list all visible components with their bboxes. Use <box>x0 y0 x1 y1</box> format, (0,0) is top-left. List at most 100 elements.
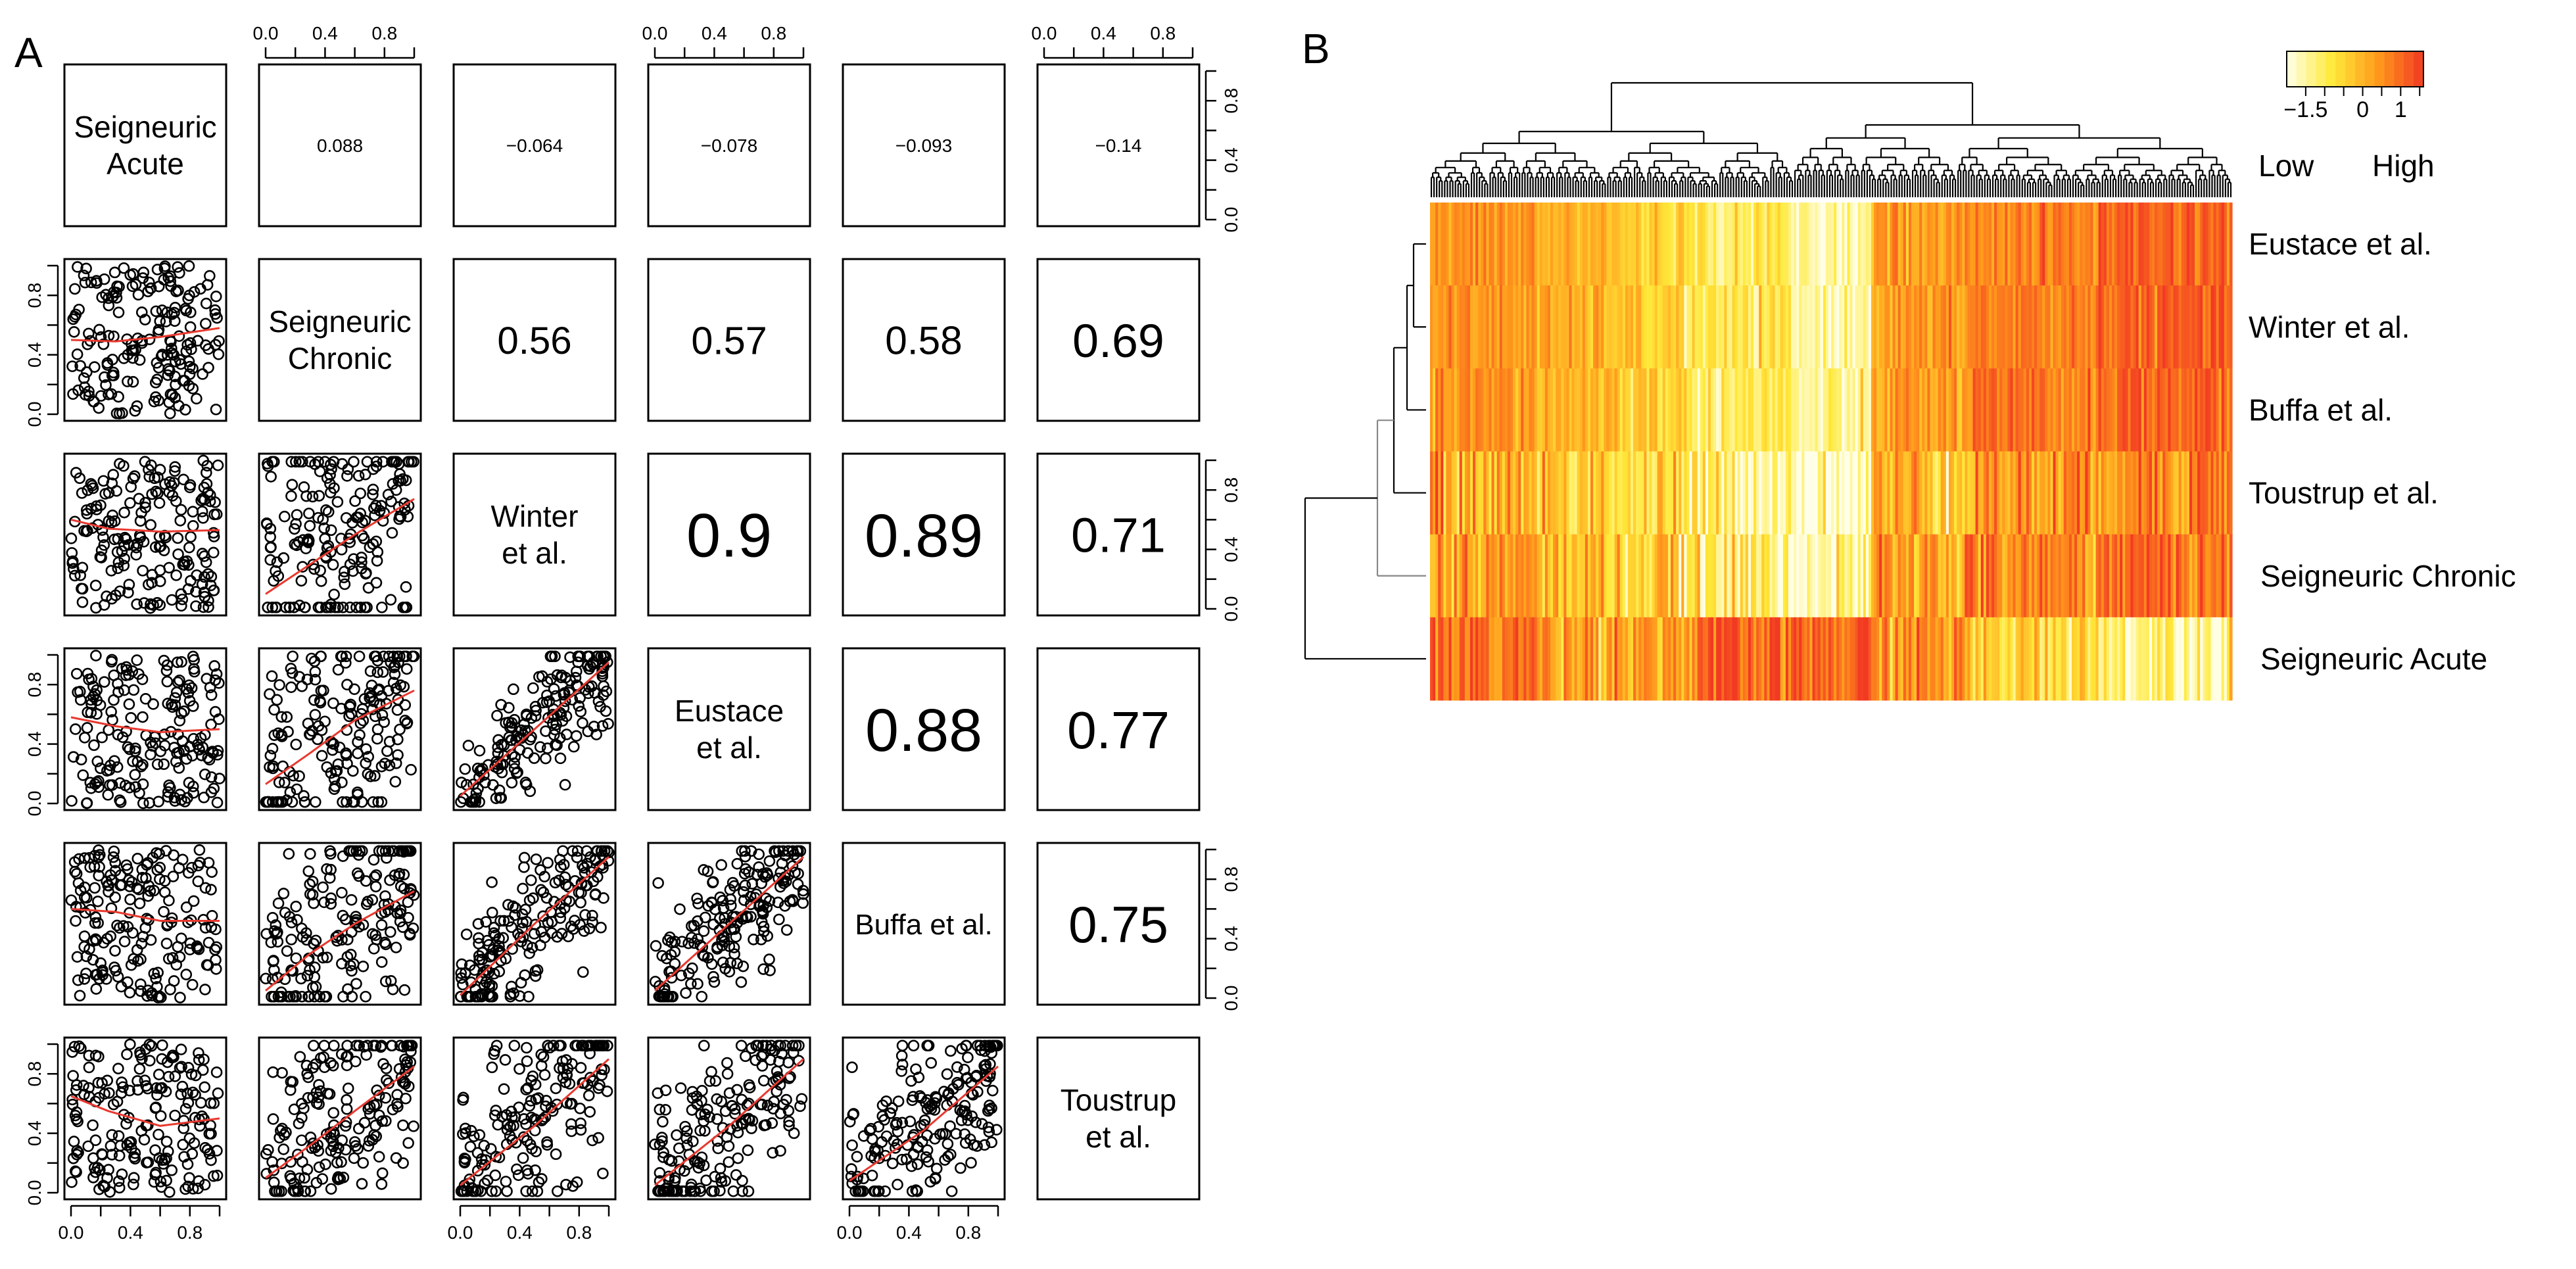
data-point <box>213 335 225 347</box>
data-point <box>70 1113 83 1126</box>
data-point <box>209 706 222 718</box>
data-point <box>178 1151 190 1163</box>
heatmap-cell <box>1665 368 1669 452</box>
data-point <box>73 1040 85 1053</box>
heatmap-cell <box>1938 203 1942 286</box>
column-dendrogram <box>1430 82 2232 197</box>
heatmap-cell <box>1887 285 1891 369</box>
heatmap-cell <box>1646 285 1650 369</box>
heatmap-cell <box>1596 368 1599 452</box>
heatmap-cell <box>1646 203 1650 286</box>
data-point <box>546 717 559 729</box>
data-point <box>93 869 105 882</box>
heatmap-cell <box>1563 368 1567 452</box>
data-point <box>205 884 217 896</box>
heatmap-cell <box>2143 203 2147 286</box>
data-point <box>550 690 562 702</box>
data-point <box>68 325 80 338</box>
data-point <box>122 375 133 387</box>
data-point <box>116 545 128 558</box>
heatmap-cell <box>1740 368 1744 452</box>
heatmap-cell <box>1930 368 1934 452</box>
heatmap-cell <box>1697 368 1701 452</box>
heatmap-cell <box>1544 203 1548 286</box>
data-point <box>548 703 560 715</box>
heatmap-cell <box>1954 285 1957 369</box>
data-point <box>288 601 300 613</box>
heatmap-cell <box>1587 285 1591 369</box>
data-point <box>756 1060 769 1072</box>
heatmap-cell <box>1561 285 1564 369</box>
heatmap-cell <box>1775 285 1778 369</box>
heatmap-cell <box>1507 368 1511 452</box>
data-point <box>74 472 86 485</box>
data-point <box>568 740 580 753</box>
data-point <box>202 752 214 764</box>
data-point <box>654 1185 666 1197</box>
data-point <box>325 524 337 537</box>
data-point <box>708 1185 720 1197</box>
heatmap-cell <box>1988 285 1992 369</box>
data-point <box>707 970 719 983</box>
data-point <box>76 596 89 608</box>
heatmap-cell <box>2229 203 2233 286</box>
data-point <box>569 875 581 887</box>
tick-label: 0.0 <box>642 23 668 43</box>
heatmap-cell <box>2192 203 2195 286</box>
data-point <box>147 740 158 752</box>
heatmap-cell <box>1636 368 1639 452</box>
data-point <box>264 750 277 761</box>
heatmap-cell <box>2165 368 2168 452</box>
heatmap-cell <box>1619 451 1623 535</box>
data-point <box>911 1185 923 1197</box>
heatmap-cell <box>2143 285 2147 369</box>
data-point <box>686 932 698 944</box>
data-point <box>209 674 222 686</box>
heatmap-cell <box>1456 285 1460 369</box>
data-point <box>69 723 82 735</box>
heatmap-cell <box>1475 368 1479 452</box>
data-point <box>565 1118 577 1130</box>
fit-line <box>70 327 220 343</box>
heatmap-cell <box>1791 368 1794 452</box>
heatmap-cell <box>2093 368 2097 452</box>
data-point <box>400 663 413 675</box>
data-point <box>541 676 554 688</box>
data-point <box>290 517 302 530</box>
data-point <box>746 878 758 890</box>
data-point <box>486 907 498 919</box>
data-point <box>503 716 515 729</box>
heatmap-cell <box>1855 368 1859 452</box>
data-point <box>144 885 156 897</box>
data-point <box>279 510 291 523</box>
data-point <box>78 1088 90 1101</box>
heatmap-cell <box>2034 285 2038 369</box>
heatmap-cell <box>2013 203 2016 286</box>
heatmap-cell <box>1531 368 1535 452</box>
data-point <box>161 659 174 671</box>
heatmap-cell <box>2183 285 2187 369</box>
data-point <box>596 1069 608 1081</box>
data-point <box>266 796 279 808</box>
data-point <box>537 886 550 898</box>
heatmap-cell <box>1462 368 1466 452</box>
data-point <box>748 934 759 946</box>
data-point <box>205 689 218 701</box>
heatmap-cell <box>1844 203 1848 286</box>
heatmap-cell <box>1729 285 1733 369</box>
data-point <box>72 1147 84 1159</box>
data-point <box>179 375 191 387</box>
heatmap-cell <box>1499 451 1503 535</box>
heatmap-cell <box>1456 451 1460 535</box>
heatmap-cell <box>2170 285 2174 369</box>
heatmap-cell <box>1794 285 1797 369</box>
heatmap-cell <box>2146 285 2150 369</box>
data-point <box>846 1163 857 1175</box>
heatmap-cell <box>2181 285 2185 369</box>
heatmap-cell <box>1852 285 1856 369</box>
data-point <box>756 905 769 917</box>
heatmap-cell <box>2160 285 2163 369</box>
tick-label: 0.0 <box>1221 596 1241 622</box>
data-point <box>369 710 381 723</box>
data-point <box>649 976 661 988</box>
